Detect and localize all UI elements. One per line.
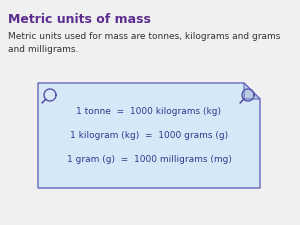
Text: 1 gram (g)  =  1000 milligrams (mg): 1 gram (g) = 1000 milligrams (mg) xyxy=(67,155,231,164)
Text: Metric units used for mass are tonnes, kilograms and grams
and milligrams.: Metric units used for mass are tonnes, k… xyxy=(8,32,281,54)
Text: 1 tonne  =  1000 kilograms (kg): 1 tonne = 1000 kilograms (kg) xyxy=(76,106,221,115)
Text: 1 kilogram (kg)  =  1000 grams (g): 1 kilogram (kg) = 1000 grams (g) xyxy=(70,130,228,140)
Text: Metric units of mass: Metric units of mass xyxy=(8,13,151,26)
Polygon shape xyxy=(38,83,260,188)
Polygon shape xyxy=(244,83,260,99)
